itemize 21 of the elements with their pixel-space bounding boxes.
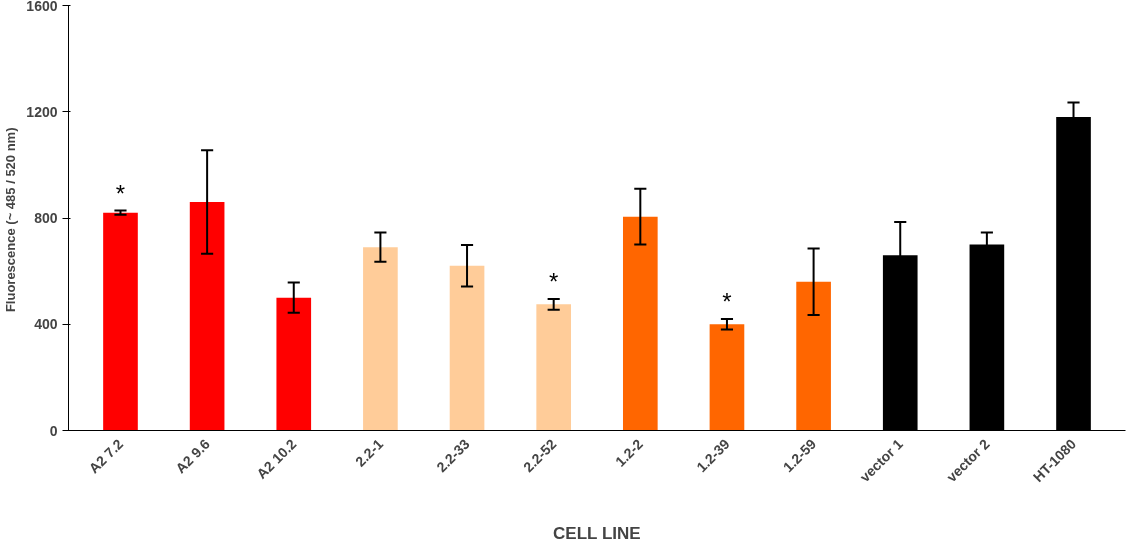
y-tick-label: 1600 <box>26 0 58 14</box>
y-axis-title: Fluorescence (~ 485 / 520 nm) <box>3 127 19 313</box>
bar <box>536 304 572 431</box>
bar <box>796 281 831 431</box>
bar <box>276 297 312 431</box>
annotation: * <box>722 287 732 315</box>
bar <box>103 212 138 431</box>
y-tick-label: 800 <box>34 210 58 226</box>
y-tick-label: 1200 <box>26 103 58 120</box>
annotation: * <box>549 268 559 296</box>
x-tick-label: A2 9.6 <box>172 435 213 477</box>
bar <box>363 247 398 431</box>
x-tick-label: A2 7.2 <box>85 435 127 477</box>
bar <box>709 324 745 431</box>
bar <box>622 216 658 431</box>
bar <box>449 265 485 431</box>
x-axis-title: CELL LINE <box>553 523 641 543</box>
y-tick-label: 400 <box>34 316 58 333</box>
annotation: * <box>115 179 126 207</box>
bar <box>189 202 225 431</box>
y-tick-label: 0 <box>49 422 58 439</box>
